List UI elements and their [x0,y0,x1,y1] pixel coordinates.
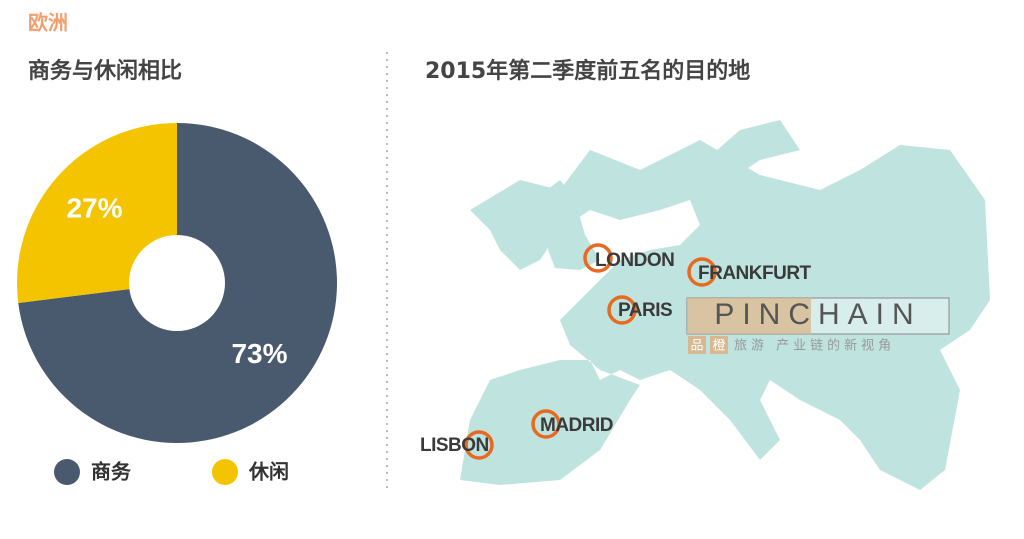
slice-label: 73% [231,338,287,369]
legend-label: 休闲 [248,460,289,484]
watermark-tagline: 旅游 产业链的新视角 [734,338,895,354]
watermark-tag: 橙 [712,339,725,354]
tag-box [710,336,728,354]
city-marker [687,257,717,287]
city-markers [464,243,717,460]
legend-swatch [212,459,238,485]
tag-box [688,336,706,354]
region-header: 欧洲 [28,11,68,35]
city-label: MADRID [540,415,613,436]
legend-swatch [54,459,80,485]
city-label: LISBON [420,435,489,456]
donut-hole [129,235,225,331]
chart-title: 商务与休闲相比 [28,58,182,84]
watermark-fill [687,298,811,334]
watermark-tag: 品 [690,339,703,354]
watermark: PINCHAIN 品 橙 旅游 产业链的新视角 [686,297,950,354]
watermark-brand: PINCHAIN [714,298,921,331]
slice-label: 27% [66,193,122,224]
map-title: 2015年第二季度前五名的目的地 [425,58,750,84]
city-marker [583,243,613,273]
city-marker [531,409,561,439]
city-label: PARIS [618,300,672,321]
city-label: LONDON [595,250,674,271]
city-marker [607,295,637,325]
city-label: FRANKFURT [698,263,812,284]
city-marker [464,430,494,460]
legend-label: 商务 [91,460,132,484]
